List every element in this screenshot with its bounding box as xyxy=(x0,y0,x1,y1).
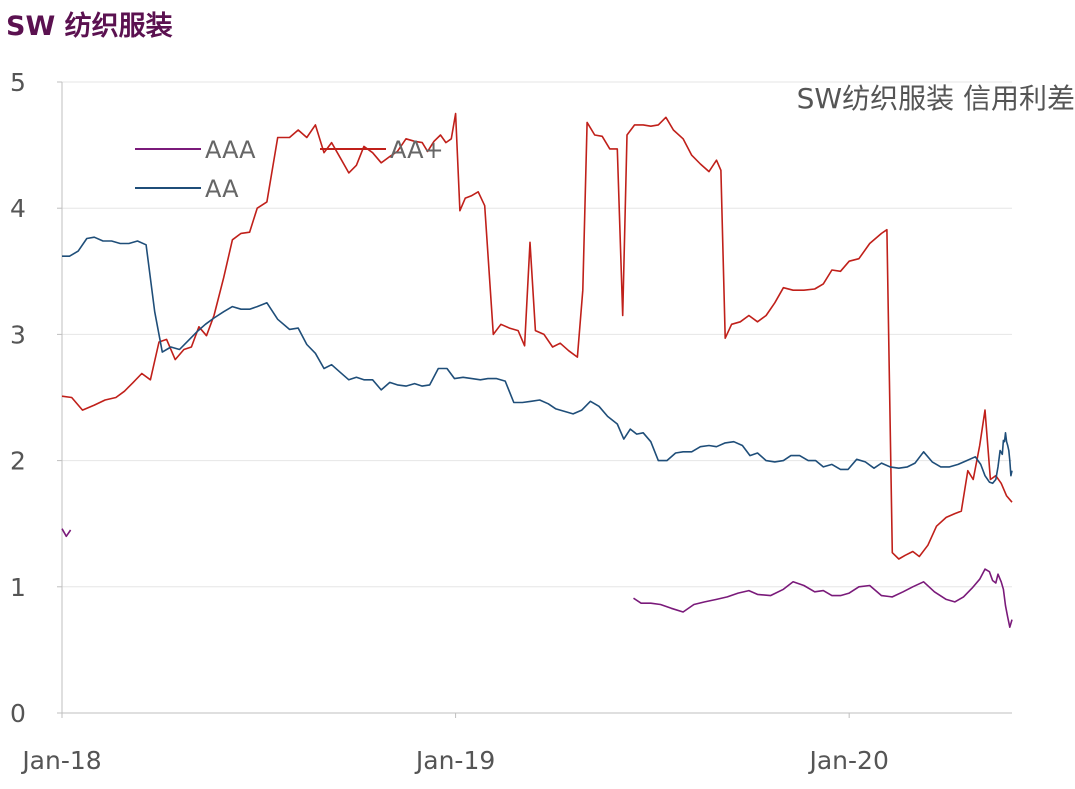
legend-item: AA xyxy=(135,175,239,203)
series-line xyxy=(62,236,1013,485)
y-tick-label: 0 xyxy=(10,699,26,728)
x-tick-label: Jan-18 xyxy=(20,746,101,775)
y-tick-label: 2 xyxy=(10,447,26,476)
x-tick-label: Jan-20 xyxy=(807,746,888,775)
series-line xyxy=(633,568,1013,629)
legend-label: AA xyxy=(205,175,239,203)
chart-title: SW纺织服装 信用利差 xyxy=(797,82,1075,115)
legend: AAA AA+ AA xyxy=(135,136,444,203)
legend-label: AA+ xyxy=(390,136,444,164)
series-aaa xyxy=(61,528,1013,629)
page-title: SW 纺织服装 xyxy=(6,11,173,42)
legend-item: AAA xyxy=(135,136,256,164)
x-tick-label: Jan-19 xyxy=(414,746,495,775)
series-line xyxy=(61,112,1013,560)
y-tick-label: 5 xyxy=(10,68,26,97)
axes: 0 1 2 3 4 5 Jan-18 Jan-19 Jan-20 xyxy=(10,68,1012,775)
legend-label: AAA xyxy=(205,136,256,164)
series-line xyxy=(61,528,72,538)
y-tick-label: 1 xyxy=(10,573,26,602)
gridlines xyxy=(62,81,1012,588)
y-tick-label: 4 xyxy=(10,194,26,223)
y-tick-label: 3 xyxy=(10,320,26,349)
series-lines xyxy=(61,112,1013,629)
legend-item: AA+ xyxy=(320,136,444,164)
series-aa xyxy=(62,236,1013,485)
series-aa-plus xyxy=(61,112,1013,560)
